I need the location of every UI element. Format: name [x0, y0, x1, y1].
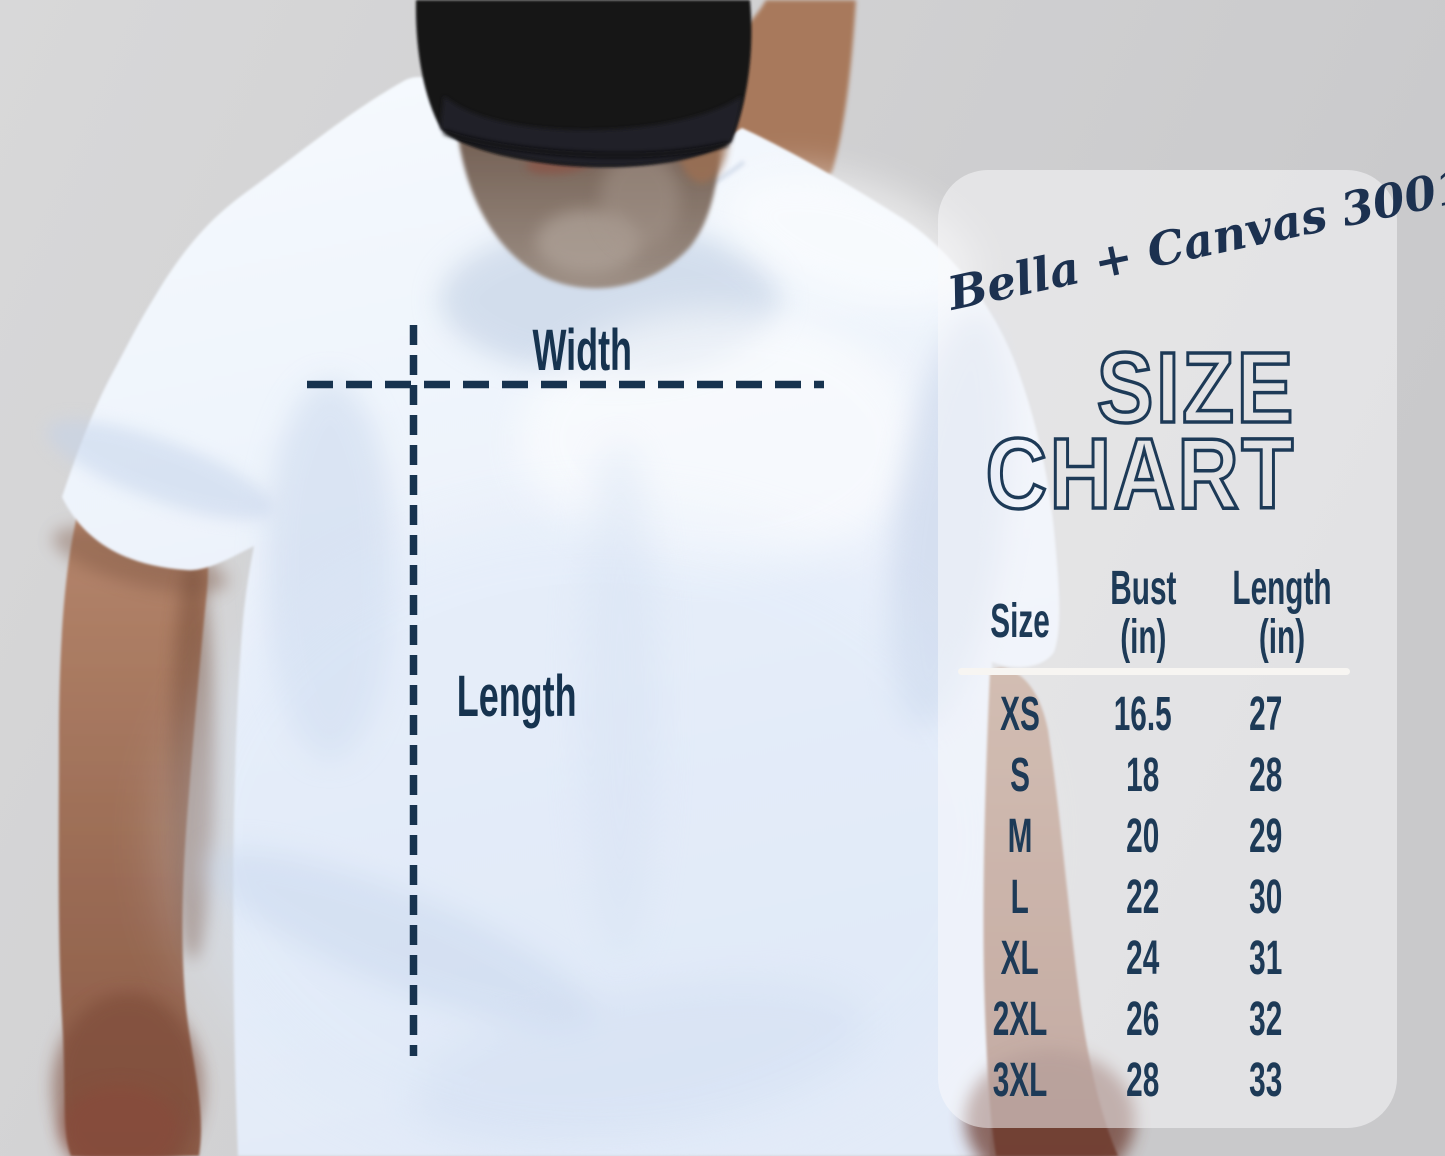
measurement-overlay: [307, 325, 824, 1056]
table-row: XL 24 31: [956, 928, 1376, 989]
cell-size: 3XL: [992, 1053, 1048, 1107]
cell-length: 29: [1249, 809, 1283, 863]
cell-bust: 20: [1126, 809, 1160, 863]
bust-unit: (in): [1119, 610, 1167, 664]
cell-length: 30: [1249, 870, 1283, 924]
cell-bust: 22: [1126, 870, 1160, 924]
cell-size: XL: [1000, 931, 1040, 985]
cell-size: M: [1007, 809, 1033, 863]
cell-bust: 18: [1126, 748, 1160, 802]
width-label: Width: [502, 322, 633, 380]
length-label: Length: [420, 668, 577, 726]
cell-bust: 16.5: [1114, 687, 1172, 741]
table-row: XS 16.5 27: [956, 684, 1376, 745]
table-row: 3XL 28 33: [956, 1050, 1376, 1111]
heading-chart: CHART: [986, 417, 1296, 529]
tshirt: [46, 77, 1060, 1156]
size-table-header: Size Bust (in) Length (in): [956, 562, 1376, 664]
cell-size: XS: [1000, 687, 1040, 741]
cell-length: 31: [1249, 931, 1283, 985]
model-right-arm: [52, 505, 228, 1156]
table-row: M 20 29: [956, 806, 1376, 867]
size-table-body: XS 16.5 27 S 18 28 M 20 29 L 22 30: [956, 684, 1376, 1111]
model-cap: [415, 0, 752, 168]
cell-length: 32: [1249, 992, 1283, 1046]
table-row: L 22 30: [956, 867, 1376, 928]
cell-size: S: [1010, 748, 1030, 802]
column-header-length: Length (in): [1232, 562, 1332, 664]
cell-size: L: [1010, 870, 1030, 924]
header-divider: [958, 668, 1350, 675]
table-row: 2XL 26 32: [956, 989, 1376, 1050]
cell-length: 27: [1249, 687, 1283, 741]
cell-length: 33: [1249, 1053, 1283, 1107]
cell-size: 2XL: [992, 992, 1048, 1046]
width-label-text: Width: [532, 318, 633, 383]
cell-bust: 24: [1126, 931, 1160, 985]
column-header-size: Size: [990, 594, 1050, 648]
heading-size: SIZE: [1097, 331, 1296, 443]
size-chart-heading: SIZE CHART: [984, 330, 1295, 531]
brand-title: Bella + Canvas 3001: [943, 157, 1445, 321]
length-label-text: Length: [456, 664, 577, 729]
cell-bust: 26: [1126, 992, 1160, 1046]
size-chart-panel: Bella + Canvas 3001 SIZE CHART Size Bust…: [938, 157, 1445, 1128]
length-unit: (in): [1258, 610, 1306, 664]
size-table: Size Bust (in) Length (in): [956, 562, 1376, 1111]
column-header-bust: Bust (in): [1109, 562, 1177, 664]
cell-length: 28: [1249, 748, 1283, 802]
table-row: S 18 28: [956, 745, 1376, 806]
cell-bust: 28: [1126, 1053, 1160, 1107]
